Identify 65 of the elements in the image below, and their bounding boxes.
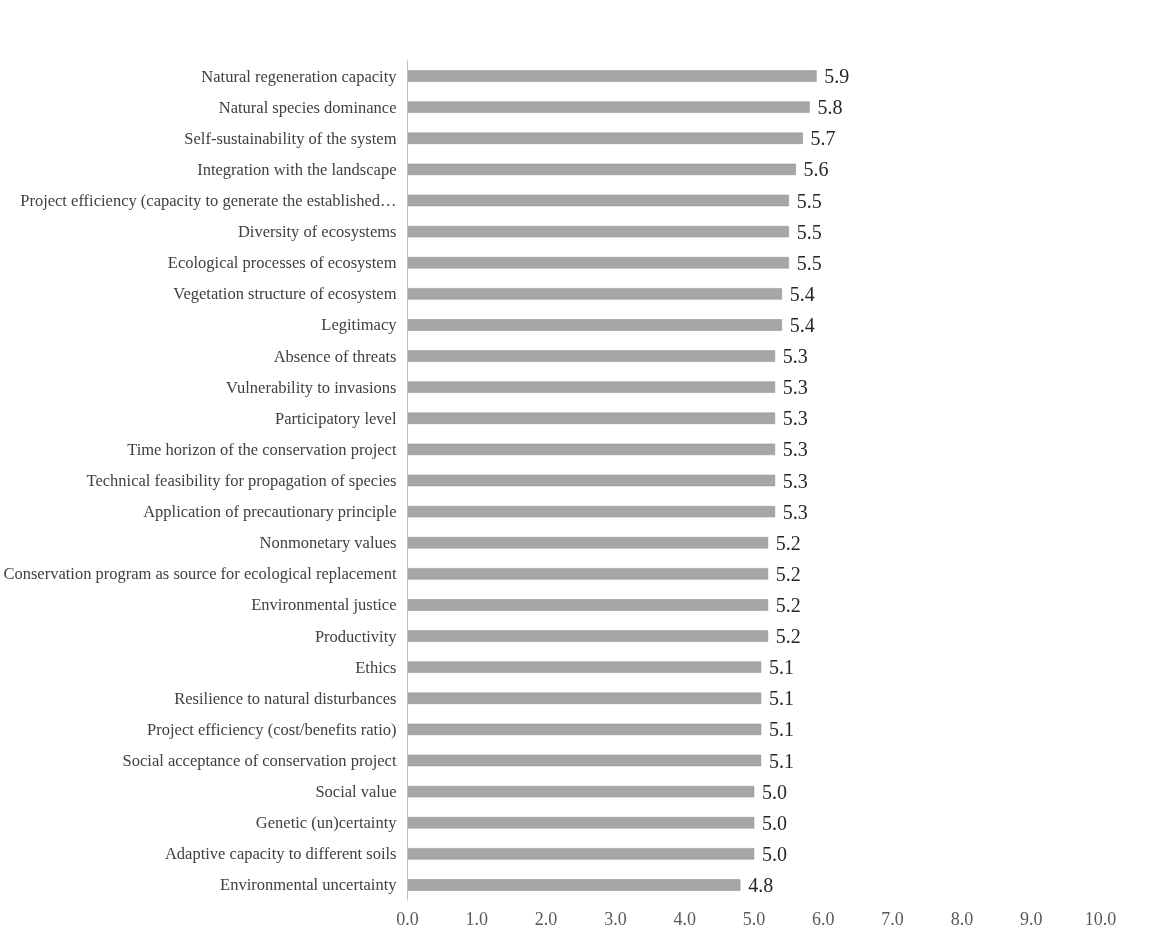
data-label: 5.5 <box>796 189 822 212</box>
y-tick-label: Vulnerability to invasions <box>226 377 397 397</box>
data-label: 5.1 <box>768 687 794 710</box>
x-tick-label: 1.0 <box>465 908 489 929</box>
data-label: 5.3 <box>782 469 808 492</box>
y-tick-label: Social acceptance of conservation project <box>122 751 397 770</box>
x-tick-label: 6.0 <box>812 908 835 929</box>
data-label: 5.6 <box>803 158 829 181</box>
data-label: 5.4 <box>789 313 815 336</box>
y-tick-label: Environmental uncertainty <box>220 875 398 895</box>
y-tick-label: Nonmonetary values <box>259 533 397 553</box>
data-label: 5.2 <box>775 531 801 554</box>
data-label: 5.7 <box>810 127 836 150</box>
data-label: 5.0 <box>762 780 787 803</box>
y-tick-label: Natural species dominance <box>218 97 397 117</box>
y-tick-label: Natural regeneration capacity <box>201 66 398 86</box>
y-tick-label: Ecological processes of ecosystem <box>167 253 397 273</box>
x-tick-label: 9.0 <box>1019 908 1043 929</box>
x-tick-label: 8.0 <box>950 908 974 929</box>
data-label: 5.0 <box>762 811 787 834</box>
y-tick-label: Ethics <box>355 657 397 677</box>
data-label: 4.8 <box>748 873 774 896</box>
y-tick-label: Diversity of ecosystems <box>237 222 397 242</box>
x-tick-label: 7.0 <box>881 908 904 929</box>
y-tick-label: Technical feasibility for propagation of species <box>86 471 397 490</box>
y-tick-label: Productivity <box>314 626 398 646</box>
data-label: 5.3 <box>782 407 808 430</box>
y-tick-label: Social value <box>315 782 397 802</box>
y-tick-label: Application of precautionary principle <box>143 502 397 522</box>
y-tick-label: Adaptive capacity to different soils <box>164 844 397 864</box>
data-label: 5.9 <box>824 65 850 88</box>
data-label: 5.3 <box>782 500 808 523</box>
x-tick-label: 5.0 <box>742 908 766 929</box>
y-tick-label: Project efficiency (cost/benefits ratio) <box>147 719 397 739</box>
data-label: 5.3 <box>782 345 808 368</box>
y-tick-label: Project efficiency (capacity to generate the established… <box>20 191 397 210</box>
data-label: 5.3 <box>782 376 808 399</box>
x-tick-label: 0.0 <box>396 908 419 929</box>
data-label: 5.1 <box>768 718 794 741</box>
x-tick-label: 2.0 <box>534 908 558 929</box>
y-tick-label: Time horizon of the conservation project <box>127 439 397 459</box>
data-label: 5.5 <box>796 220 822 243</box>
y-tick-label: Absence of threats <box>273 346 397 366</box>
y-tick-label: Genetic (un)certainty <box>255 813 398 833</box>
y-tick-label: Conservation program as source for ecological replacement <box>3 564 397 584</box>
data-label: 5.4 <box>789 282 815 305</box>
data-label: 5.3 <box>782 438 808 461</box>
x-tick-label: 4.0 <box>673 908 696 929</box>
data-label: 5.2 <box>775 625 801 648</box>
data-label: 5.1 <box>768 656 794 679</box>
x-tick-label: 3.0 <box>604 908 627 929</box>
y-tick-label: Participatory level <box>275 408 397 428</box>
data-label: 5.2 <box>775 593 801 616</box>
x-tick-label: 10.0 <box>1084 908 1117 929</box>
data-label: 5.1 <box>768 749 794 772</box>
data-label: 5.0 <box>762 842 787 865</box>
data-label: 5.5 <box>796 251 822 274</box>
y-tick-label: Self-sustainability of the system <box>184 128 397 148</box>
y-tick-label: Resilience to natural disturbances <box>174 688 397 708</box>
data-label: 5.2 <box>775 562 801 585</box>
y-tick-label: Legitimacy <box>321 315 398 335</box>
y-tick-label: Integration with the landscape <box>197 159 397 179</box>
data-label: 5.8 <box>817 96 843 119</box>
y-tick-label: Environmental justice <box>251 595 397 615</box>
y-tick-label: Vegetation structure of ecosystem <box>173 284 397 304</box>
